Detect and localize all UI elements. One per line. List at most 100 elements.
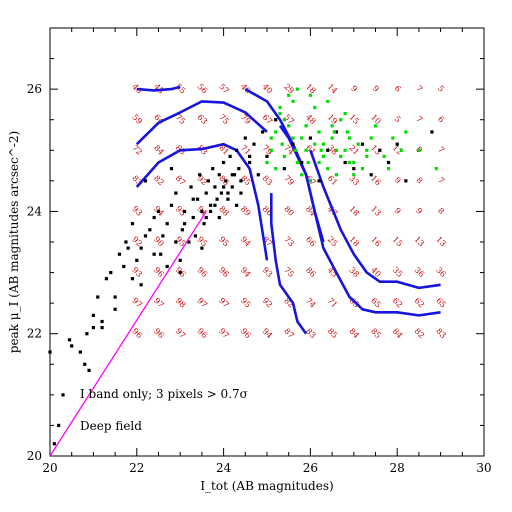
completeness-grid: 46 45 55 56 57 40 40 29 18 14 9 9 6 7 559 64 75 63 75 79 67 5…: [130, 82, 447, 340]
green-point: [417, 148, 421, 152]
green-point: [295, 87, 299, 91]
grid-number: 73: [282, 235, 296, 249]
grid-number: 9: [349, 84, 359, 94]
black-point: [200, 246, 204, 250]
grid-number: 13: [434, 235, 448, 249]
grid-number: 36: [412, 265, 426, 279]
black-point: [208, 203, 213, 207]
green-point: [343, 112, 347, 116]
black-point: [174, 191, 178, 195]
annotation-band: I band only; 3 pixels > 0.7σ: [80, 387, 248, 401]
black-point: [265, 154, 269, 158]
black-point: [204, 191, 208, 195]
black-point: [130, 222, 135, 226]
grid-number: 97: [152, 296, 166, 310]
black-point: [178, 270, 182, 275]
grid-number: 96: [239, 327, 253, 341]
black-point: [169, 167, 174, 171]
green-point: [274, 130, 278, 134]
green-point: [434, 167, 438, 171]
black-point: [226, 191, 230, 195]
black-point: [169, 203, 174, 207]
green-point: [404, 130, 408, 134]
black-point: [215, 197, 219, 201]
black-point: [211, 167, 215, 171]
black-point: [152, 215, 156, 220]
grid-number: 93: [130, 204, 144, 218]
black-point: [100, 319, 104, 324]
black-point: [124, 240, 128, 244]
green-point: [287, 93, 291, 97]
black-point: [113, 307, 117, 311]
grid-number: 10: [369, 113, 383, 127]
black-point: [261, 130, 265, 134]
axis-ticks: [49, 27, 485, 457]
green-point: [291, 99, 295, 103]
grid-number: 84: [152, 143, 166, 157]
black-point: [217, 215, 221, 220]
black-point: [48, 350, 52, 354]
black-point: [395, 142, 399, 146]
green-point: [326, 99, 330, 103]
black-point: [235, 203, 239, 207]
black-point: [282, 167, 286, 171]
black-point: [198, 173, 202, 177]
grid-number: 9: [414, 206, 424, 216]
black-point: [85, 332, 89, 336]
grid-number: 9: [393, 206, 403, 216]
grid-number: 16: [369, 235, 383, 249]
black-point: [130, 277, 135, 281]
green-point: [339, 154, 343, 158]
contour-line: [309, 149, 441, 290]
green-point: [291, 136, 295, 140]
y-tick-label: 20: [27, 449, 42, 463]
x-tick-label: 30: [476, 461, 491, 475]
green-point: [280, 142, 284, 146]
black-point: [208, 209, 213, 214]
black-point: [143, 179, 148, 183]
black-point: [274, 118, 278, 122]
x-axis-label: I_tot (AB magnitudes): [200, 479, 333, 493]
grid-number: 79: [239, 113, 253, 127]
grid-number: 96: [152, 327, 166, 341]
green-point: [334, 148, 339, 152]
grid-number: 65: [369, 296, 383, 310]
grid-number: 92: [130, 235, 144, 249]
contour-line: [136, 85, 181, 92]
black-point: [291, 142, 295, 146]
black-point: [334, 130, 339, 134]
grid-number: 29: [282, 82, 296, 96]
black-point: [237, 167, 241, 171]
grid-number: 8: [414, 176, 424, 186]
black-point: [248, 160, 252, 165]
grid-number: 82: [152, 174, 166, 188]
grid-number: 95: [217, 235, 231, 249]
grid-number: 75: [217, 113, 231, 127]
grid-number: 15: [347, 113, 361, 127]
x-tick-label: 20: [42, 461, 57, 475]
grid-number: 7: [436, 176, 446, 186]
green-point: [330, 136, 334, 140]
green-point: [278, 112, 282, 116]
grid-number: 74: [304, 296, 318, 310]
grid-number: 62: [412, 296, 426, 310]
black-point: [122, 264, 126, 269]
black-point: [222, 160, 226, 165]
grid-number: 95: [195, 235, 209, 249]
y-tick-label: 26: [27, 82, 42, 96]
black-point: [156, 209, 161, 214]
grid-number: 94: [239, 265, 253, 279]
green-point: [347, 136, 352, 140]
black-point: [187, 240, 191, 244]
black-point: [206, 179, 211, 183]
grid-number: 7: [414, 84, 424, 94]
green-point: [365, 148, 369, 152]
green-point: [313, 142, 317, 146]
black-point: [159, 252, 163, 256]
black-point: [96, 295, 100, 299]
x-tick-label: 26: [303, 461, 318, 475]
grid-number: 13: [412, 235, 426, 249]
grid-number: 65: [434, 296, 448, 310]
black-point: [61, 393, 65, 397]
